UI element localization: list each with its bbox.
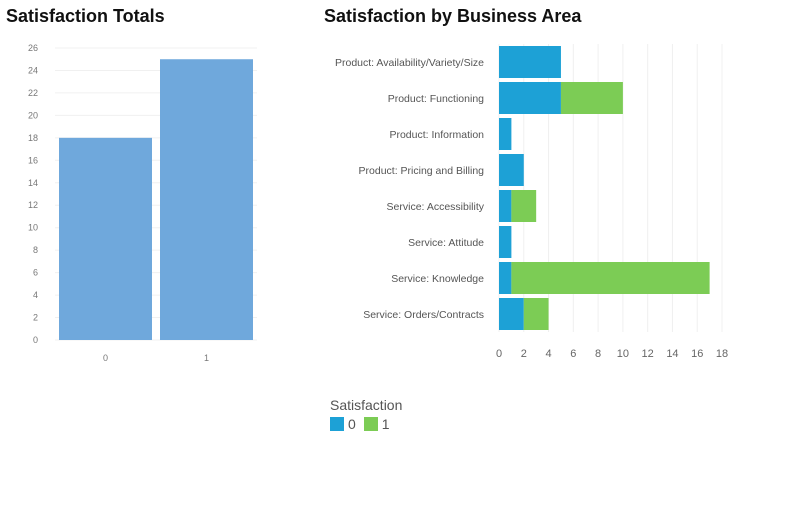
chart-title-business-area: Satisfaction by Business Area	[324, 6, 582, 26]
bar-segment-series-1	[511, 190, 537, 222]
bar-segment-series-0	[499, 82, 561, 114]
legend-title: Satisfaction	[330, 397, 403, 413]
x-tick-label: 6	[570, 348, 576, 360]
x-tick-label: 10	[617, 348, 629, 360]
bar-segment-series-0	[499, 118, 512, 150]
bar-segment-series-0	[499, 298, 524, 330]
bar-1	[160, 59, 253, 340]
legend: Satisfaction 0 1	[330, 397, 402, 432]
y-tick-label: 10	[28, 223, 38, 233]
y-tick-label: 18	[28, 133, 38, 143]
category-label: Product: Functioning	[388, 93, 484, 105]
bar-0	[59, 137, 152, 340]
legend-label-1[interactable]: 1	[381, 416, 390, 432]
x-tick-label: 12	[642, 348, 654, 360]
x-tick-label: 14	[666, 348, 678, 360]
y-tick-label: 20	[28, 110, 38, 120]
category-label: Product: Availability/Variety/Size	[335, 57, 484, 69]
y-tick-label: 26	[28, 43, 38, 53]
y-tick-label: 16	[28, 155, 38, 165]
chart-title-totals: Satisfaction Totals	[6, 6, 165, 26]
y-tick-label: 8	[33, 245, 38, 255]
category-label: Service: Attitude	[408, 237, 484, 249]
x-tick-label: 16	[691, 348, 703, 360]
x-tick-label: 8	[595, 348, 601, 360]
bar-segment-series-1	[511, 262, 710, 294]
category-label: Product: Information	[389, 129, 484, 141]
bar-segment-series-1	[560, 82, 623, 114]
bar-segment-series-0	[499, 46, 561, 78]
bar-segment-series-0	[499, 226, 512, 258]
legend-swatch-0[interactable]	[330, 417, 344, 431]
y-tick-label: 24	[28, 65, 38, 75]
x-tick-label: 2	[521, 348, 527, 360]
y-tick-label: 14	[28, 178, 38, 188]
category-label: Service: Knowledge	[391, 273, 484, 285]
x-tick-label: 18	[716, 348, 728, 360]
y-tick-label: 4	[33, 290, 38, 300]
y-tick-label: 2	[33, 313, 38, 323]
bar-segment-series-0	[499, 190, 512, 222]
category-label: Service: Accessibility	[387, 201, 485, 213]
x-tick-label: 0	[496, 348, 502, 360]
category-label: Product: Pricing and Billing	[359, 165, 485, 177]
y-tick-label: 6	[33, 268, 38, 278]
bar-segment-series-0	[499, 154, 524, 186]
legend-swatch-1[interactable]	[363, 417, 378, 431]
legend-label-0[interactable]: 0	[348, 416, 356, 432]
y-tick-label: 0	[33, 335, 38, 345]
category-label: Service: Orders/Contracts	[363, 309, 484, 321]
bar-segment-series-0	[499, 262, 512, 294]
x-tick-label: 4	[545, 348, 551, 360]
bar-segment-series-1	[523, 298, 549, 330]
y-tick-label: 12	[28, 200, 38, 210]
y-tick-label: 22	[28, 88, 38, 98]
x-tick-label: 1	[204, 353, 209, 363]
x-tick-label: 0	[103, 353, 108, 363]
